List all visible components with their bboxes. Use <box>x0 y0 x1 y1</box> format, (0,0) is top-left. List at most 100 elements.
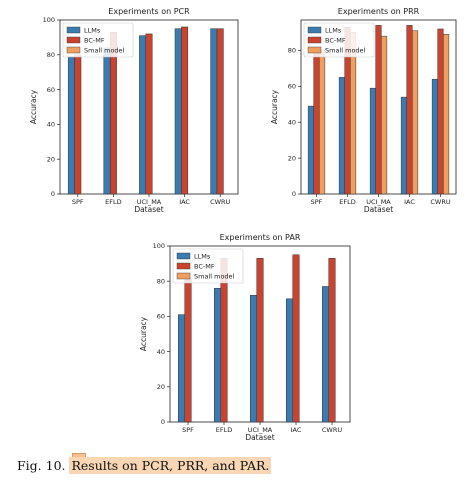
y-tick-label: 20 <box>157 383 165 391</box>
legend-label: Small model <box>194 273 235 281</box>
y-tick-label: 60 <box>288 83 296 91</box>
bar <box>338 77 345 195</box>
legend-box <box>303 22 375 58</box>
bar <box>375 25 382 195</box>
bar <box>174 28 182 195</box>
legend-label: Small model <box>84 47 125 55</box>
x-tick-label: EFLD <box>105 198 121 206</box>
chart-title: Experiments on PCR <box>108 7 190 16</box>
y-tick-label: 40 <box>47 121 55 129</box>
x-tick-label: CWRU <box>430 198 450 206</box>
bar <box>443 34 450 195</box>
bar <box>406 25 413 195</box>
legend-swatch <box>307 36 322 44</box>
bar <box>322 286 330 423</box>
y-tick-label: 100 <box>43 16 55 24</box>
chart-title: Experiments on PRR <box>338 7 420 16</box>
legend-swatch <box>176 252 191 260</box>
x-axis-label: Dataset <box>364 205 393 214</box>
y-axis-label: Accuracy <box>139 316 148 351</box>
bar <box>313 50 320 195</box>
bar <box>181 26 189 195</box>
legend: LLMs BC-MF Small model <box>62 22 134 58</box>
bar <box>328 258 336 423</box>
legend-label: BC-MF <box>194 263 215 271</box>
x-tick-label: IAC <box>404 198 415 206</box>
x-tick-label: CWRU <box>322 426 342 434</box>
bar <box>103 47 111 195</box>
y-tick-label: 0 <box>161 418 165 426</box>
legend-box <box>62 22 134 58</box>
chart-title: Experiments on PAR <box>220 233 301 242</box>
bar <box>431 78 438 195</box>
bar <box>319 50 326 195</box>
y-tick-label: 60 <box>157 313 165 321</box>
bar <box>307 105 314 195</box>
bar <box>67 56 75 195</box>
bar <box>214 287 222 423</box>
legend-swatch <box>307 46 322 54</box>
legend-box <box>172 248 244 284</box>
bar <box>437 28 444 195</box>
y-tick-label: 80 <box>288 47 296 55</box>
x-tick-label: UCI_MA <box>137 198 162 206</box>
legend-swatch <box>66 36 81 44</box>
bar <box>250 295 258 423</box>
bar <box>256 258 264 423</box>
caption-text: Results on PCR, PRR, and PAR. <box>69 457 272 474</box>
legend-label: BC-MF <box>325 37 346 45</box>
legend: LLMs BC-MF Small model <box>172 248 244 284</box>
bar <box>369 87 376 195</box>
bar <box>184 277 192 423</box>
bar <box>145 33 153 195</box>
y-tick-label: 80 <box>47 51 55 59</box>
x-axis-label: Dataset <box>134 205 163 214</box>
x-tick-label: SPF <box>311 198 323 206</box>
legend: LLMs BC-MF Small model <box>303 22 375 58</box>
y-tick-label: 0 <box>292 190 296 198</box>
x-tick-label: IAC <box>291 426 302 434</box>
y-tick-label: 60 <box>47 86 55 94</box>
x-tick-label: CWRU <box>210 198 230 206</box>
x-tick-label: SPF <box>72 198 84 206</box>
bar <box>210 28 218 195</box>
legend-swatch <box>66 26 81 34</box>
bar <box>381 35 388 195</box>
x-tick-label: EFLD <box>339 198 355 206</box>
chart-pcr: Experiments on PCR 0 20 40 60 80 100 Accuracy SP… <box>29 7 239 214</box>
chart-par: Experiments on PAR 0 20 40 60 80 100 Accuracy SP… <box>139 233 351 442</box>
bar <box>412 30 419 195</box>
bar <box>400 96 407 195</box>
legend-swatch <box>307 26 322 34</box>
y-tick-label: 40 <box>157 348 165 356</box>
legend-label: LLMs <box>325 27 342 35</box>
legend-label: LLMs <box>194 253 211 261</box>
legend-swatch <box>66 46 81 54</box>
legend-swatch <box>176 262 191 270</box>
y-axis-label: Accuracy <box>29 89 38 124</box>
legend-label: Small model <box>325 47 366 55</box>
bar <box>286 298 294 423</box>
bar <box>178 314 186 423</box>
y-tick-label: 100 <box>153 242 165 250</box>
x-tick-label: EFLD <box>216 426 232 434</box>
x-axis-label: Dataset <box>245 433 274 442</box>
figure-caption: Fig. 10. Results on PCR, PRR, and PAR. <box>17 457 272 474</box>
legend-label: BC-MF <box>84 37 105 45</box>
legend-swatch <box>176 272 191 280</box>
legend-label: LLMs <box>84 27 101 35</box>
y-tick-label: 40 <box>288 118 296 126</box>
x-tick-label: UCI_MA <box>366 198 391 206</box>
x-tick-label: IAC <box>179 198 190 206</box>
bar <box>216 28 224 195</box>
bar <box>292 254 300 423</box>
y-axis-label: Accuracy <box>270 89 279 124</box>
x-tick-label: SPF <box>182 426 194 434</box>
caption-label: Fig. 10. <box>17 458 66 473</box>
bar <box>74 54 82 195</box>
y-tick-label: 20 <box>288 154 296 162</box>
y-tick-label: 80 <box>157 277 165 285</box>
chart-prr: Experiments on PRR 0 20 40 60 80 Accuracy SPF EF… <box>270 7 457 214</box>
x-tick-label: UCI_MA <box>248 426 273 434</box>
